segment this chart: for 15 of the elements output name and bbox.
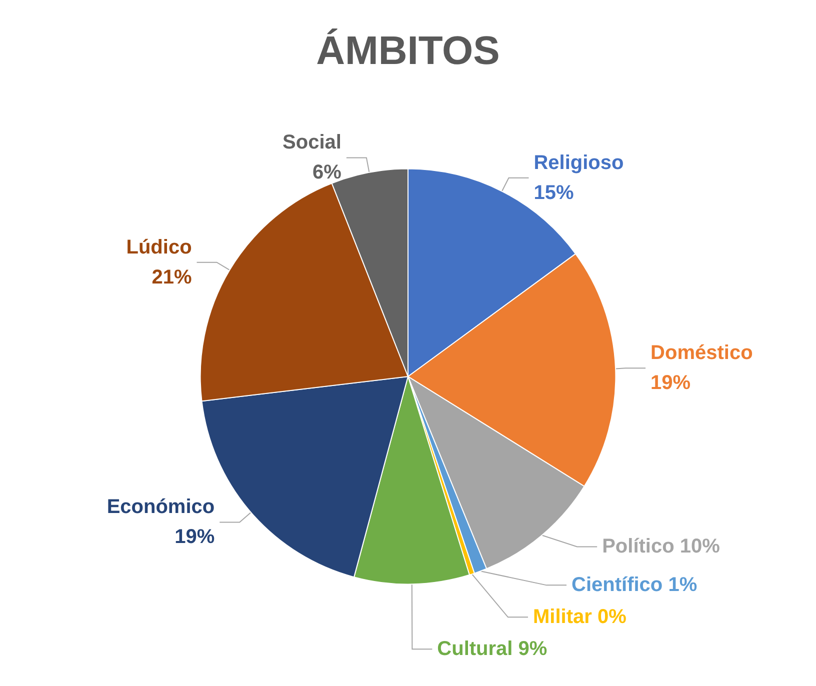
slice-label: Lúdico [126,236,192,258]
slice-label: Político 10% [602,536,720,558]
data-label: 19% [174,526,215,548]
slice-label: Científico 1% [572,574,698,596]
slice-label: Social [282,132,342,154]
slice-label: Militar 0% [532,606,627,628]
data-label: 15% [534,182,574,204]
slice-label: Religioso [534,152,624,174]
data-label: 19% [650,372,691,394]
data-label: 21% [152,266,192,288]
chart-title: ÁMBITOS [316,28,500,73]
slice-label: Doméstico [650,342,753,364]
data-label: 6% [312,162,342,184]
slice-label: Cultural 9% [437,638,548,660]
slice-label: Económico [106,496,215,518]
